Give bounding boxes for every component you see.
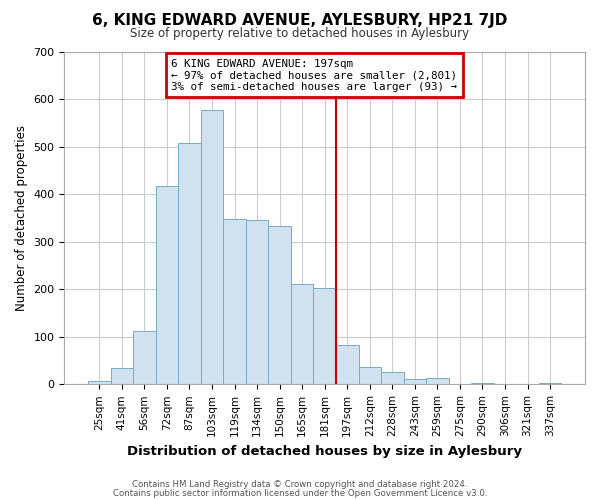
Bar: [201, 110, 223, 384]
Text: Contains public sector information licensed under the Open Government Licence v3: Contains public sector information licen…: [113, 489, 487, 498]
Bar: [268, 226, 291, 384]
Bar: [155, 186, 178, 384]
Text: 6 KING EDWARD AVENUE: 197sqm
← 97% of detached houses are smaller (2,801)
3% of : 6 KING EDWARD AVENUE: 197sqm ← 97% of de…: [172, 58, 457, 92]
Bar: [291, 284, 313, 384]
Bar: [223, 220, 246, 384]
Bar: [336, 345, 359, 385]
Bar: [359, 366, 381, 384]
Bar: [110, 368, 133, 384]
Bar: [313, 288, 336, 384]
X-axis label: Distribution of detached houses by size in Aylesbury: Distribution of detached houses by size …: [127, 444, 522, 458]
Text: Size of property relative to detached houses in Aylesbury: Size of property relative to detached ho…: [130, 28, 470, 40]
Text: 6, KING EDWARD AVENUE, AYLESBURY, HP21 7JD: 6, KING EDWARD AVENUE, AYLESBURY, HP21 7…: [92, 12, 508, 28]
Bar: [133, 331, 155, 384]
Text: Contains HM Land Registry data © Crown copyright and database right 2024.: Contains HM Land Registry data © Crown c…: [132, 480, 468, 489]
Y-axis label: Number of detached properties: Number of detached properties: [15, 125, 28, 311]
Bar: [404, 378, 426, 384]
Bar: [246, 220, 268, 384]
Bar: [426, 378, 449, 384]
Bar: [88, 380, 110, 384]
Bar: [178, 144, 201, 384]
Bar: [381, 372, 404, 384]
